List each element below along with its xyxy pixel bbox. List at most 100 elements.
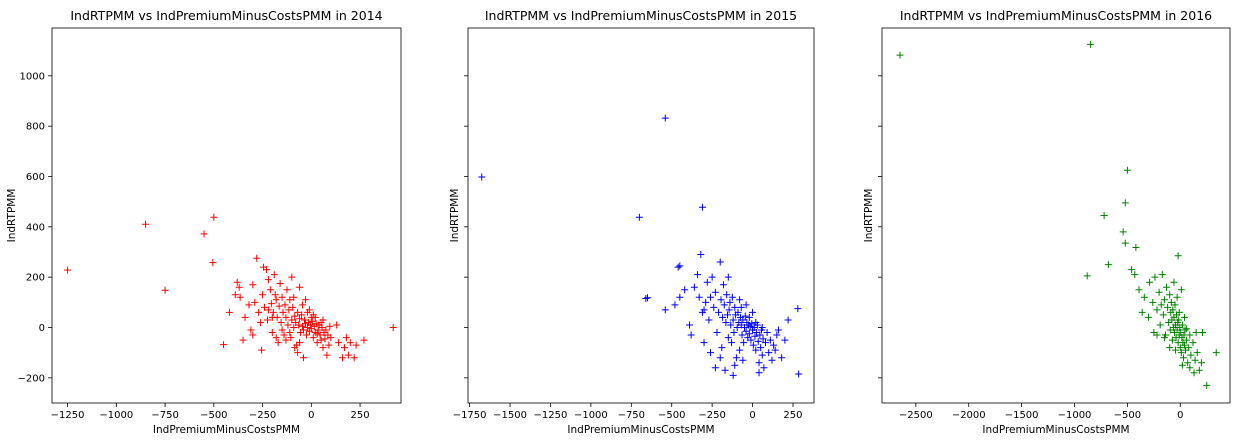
data-point [1193, 349, 1201, 357]
data-point [737, 303, 745, 311]
data-point [278, 293, 286, 301]
data-point [754, 337, 762, 345]
data-point [1176, 344, 1184, 352]
data-point [1156, 321, 1164, 329]
data-point [275, 302, 283, 310]
data-point [1181, 341, 1189, 349]
data-point [220, 341, 228, 349]
data-point [724, 273, 732, 281]
data-point [259, 291, 267, 299]
data-point [286, 296, 294, 304]
data-point [745, 330, 753, 338]
data-point [694, 271, 702, 279]
x-tick-label: 250 [351, 410, 370, 421]
data-point [1178, 361, 1186, 369]
data-point [261, 303, 269, 311]
data-point [752, 346, 760, 354]
data-point [765, 349, 773, 357]
data-point [1140, 293, 1148, 301]
data-point [710, 303, 718, 311]
data-point [771, 346, 779, 354]
data-point [720, 301, 728, 309]
x-tick-label: −750 [151, 410, 178, 421]
data-point [267, 300, 275, 308]
data-points [896, 40, 1220, 389]
data-point [635, 213, 643, 221]
data-point [747, 336, 755, 344]
data-point [335, 339, 343, 347]
data-point [1190, 369, 1198, 377]
data-point [700, 306, 708, 314]
data-point [749, 341, 757, 349]
data-point [758, 351, 766, 359]
data-point [327, 334, 335, 342]
data-point [301, 296, 309, 304]
data-point [740, 339, 748, 347]
data-point [298, 311, 306, 319]
data-point [724, 334, 732, 342]
data-point [281, 301, 289, 309]
x-tick-label: 0 [1177, 410, 1183, 421]
data-point [1164, 303, 1172, 311]
data-point [690, 283, 698, 291]
data-point [278, 326, 286, 334]
data-point [1203, 381, 1211, 389]
data-point [323, 351, 331, 359]
data-point [729, 371, 737, 379]
data-point [642, 295, 650, 303]
data-point [1166, 344, 1174, 352]
data-point [1160, 296, 1168, 304]
data-point [313, 339, 321, 347]
data-point [707, 293, 715, 301]
data-point [1169, 306, 1177, 314]
data-point [342, 334, 350, 342]
data-point [728, 293, 736, 301]
data-point [301, 320, 309, 328]
data-point [1135, 286, 1143, 294]
x-tick-label: −250 [249, 410, 276, 421]
data-point [274, 339, 282, 347]
data-point [1123, 166, 1131, 174]
data-point [734, 308, 742, 316]
data-point [1175, 316, 1183, 324]
data-point [736, 296, 744, 304]
data-point [713, 329, 721, 337]
data-point [1170, 278, 1178, 286]
data-point [317, 336, 325, 344]
data-point [755, 369, 763, 377]
plot-frame [51, 27, 402, 404]
data-point [732, 354, 740, 362]
x-axis-label: IndPremiumMinusCostsPMM [567, 424, 714, 436]
data-point [1157, 301, 1165, 309]
x-tick-label: −2500 [899, 410, 933, 421]
data-point [784, 316, 792, 324]
x-tick-label: −1000 [574, 410, 608, 421]
x-tick-label: −750 [618, 410, 645, 421]
data-point [247, 326, 255, 334]
y-axis-label: IndRTPMM [6, 189, 18, 243]
data-point [339, 354, 347, 362]
data-point [255, 308, 263, 316]
data-point [748, 320, 756, 328]
data-point [233, 278, 241, 286]
data-point [245, 301, 253, 309]
data-point [300, 354, 308, 362]
data-point [1197, 359, 1205, 367]
data-point [289, 303, 297, 311]
data-point [730, 329, 738, 337]
data-point [249, 281, 257, 289]
data-point [1153, 331, 1161, 339]
data-point [745, 321, 753, 329]
data-point [742, 301, 750, 309]
data-point [766, 336, 774, 344]
data-point [282, 336, 290, 344]
data-point [759, 335, 767, 343]
data-point [209, 259, 217, 267]
data-point [268, 313, 276, 321]
data-point [239, 336, 247, 344]
data-point [350, 354, 358, 362]
data-point [726, 298, 734, 306]
data-point [277, 318, 285, 326]
chart-title: IndRTPMM vs IndPremiumMinusCostsPMM in 2… [485, 8, 797, 23]
data-point [729, 316, 737, 324]
